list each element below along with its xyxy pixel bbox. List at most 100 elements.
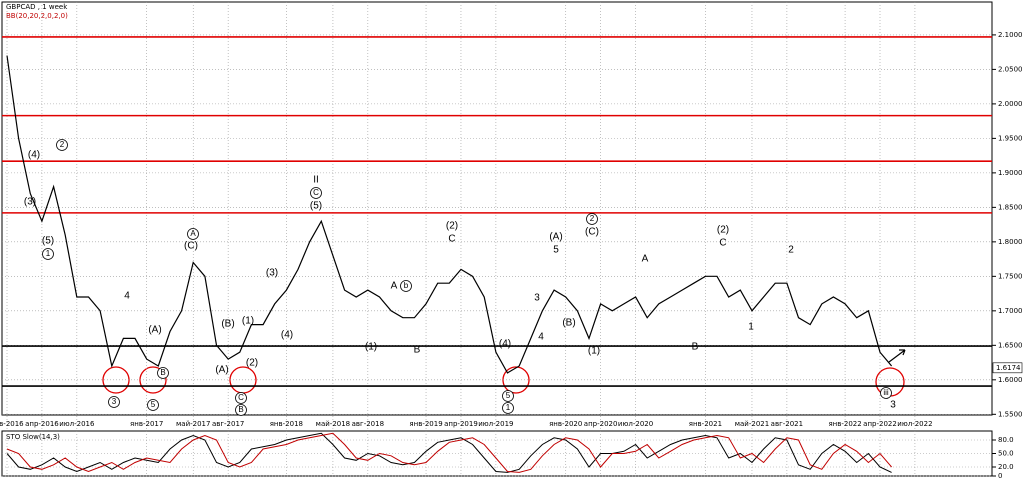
wave-label: 5: [151, 400, 156, 409]
wave-label-circle: [400, 280, 412, 292]
wave-label: 2: [590, 214, 595, 223]
wave-label: 5: [506, 391, 511, 400]
x-tick-label: май-2017: [176, 420, 210, 428]
wave-label: C: [238, 393, 244, 402]
wave-label-circle: [880, 387, 892, 399]
wave-label: C: [448, 234, 455, 245]
wave-label: 4: [124, 291, 130, 302]
y-tick-label: 1.5500: [998, 410, 1023, 418]
x-tick-label: июл-2020: [618, 420, 653, 428]
x-tick-label: авг-2017: [212, 420, 244, 428]
wave-label-circle: [502, 402, 514, 414]
y-tick-label: 1.6000: [998, 376, 1023, 384]
wave-label: iii: [883, 388, 889, 397]
wave-label: (A): [549, 232, 562, 243]
wave-label: (1): [242, 316, 254, 327]
wave-label: B: [692, 342, 699, 353]
wave-label: (3): [266, 268, 278, 279]
wave-label: B: [238, 405, 243, 414]
wave-label: A: [190, 229, 196, 238]
y-tick-label: 20.0: [998, 463, 1014, 471]
y-tick-label: 1.9500: [998, 134, 1023, 142]
x-tick-label: апр-2019: [444, 420, 478, 428]
wave-label: (3): [24, 197, 36, 208]
wave-label: (4): [281, 330, 293, 341]
wave-label: 2: [788, 245, 794, 256]
wave-label: A: [642, 254, 649, 265]
last-price-label: 1.6174: [996, 364, 1021, 372]
x-tick-label: май-2018: [316, 420, 350, 428]
y-tick-label: 1.6500: [998, 341, 1023, 349]
forecast-arrow: [888, 349, 906, 363]
price-line: [6, 55, 893, 374]
wave-label: (4): [28, 150, 40, 161]
x-tick-label: янв-2022: [828, 420, 861, 428]
wave-label-circle: [56, 139, 68, 151]
x-tick-label: апр-2016: [25, 420, 59, 428]
wave-label: (5): [42, 236, 54, 247]
wave-label-circle: [157, 367, 169, 379]
wave-label: A: [391, 281, 398, 292]
wave-label: 1: [46, 249, 51, 258]
wave-label: (2): [446, 221, 458, 232]
y-tick-label: 1.8500: [998, 203, 1023, 211]
y-tick-label: 50.0: [998, 450, 1014, 458]
wave-label: (1): [365, 342, 377, 353]
x-tick-label: май-2021: [735, 420, 769, 428]
y-tick-label: 2.0500: [998, 65, 1023, 73]
wave-label: b: [404, 281, 409, 290]
wave-label-circle: [586, 213, 598, 225]
oscillator-title: STO Slow(14,3): [6, 433, 60, 441]
x-tick-label: июл-2019: [478, 420, 513, 428]
y-tick-label: 1.9000: [998, 169, 1023, 177]
wave-label: 1: [748, 322, 754, 333]
x-tick-label: авг-2018: [352, 420, 384, 428]
y-tick-label: 1.8000: [998, 238, 1023, 246]
wave-label-circle: [502, 390, 514, 402]
x-tick-label: янв-2018: [270, 420, 303, 428]
wave-label-circle: [42, 248, 54, 260]
wave-label: (1): [588, 346, 600, 357]
chart-title: GBPCAD , 1 week: [6, 3, 68, 11]
wave-label: (2): [717, 225, 729, 236]
wave-label: B: [414, 345, 421, 356]
wave-label: 3: [534, 293, 540, 304]
y-tick-label: 0: [998, 472, 1002, 479]
wave-label-circle: [310, 187, 322, 199]
wave-label: (C): [184, 241, 198, 252]
x-tick-label: янв-2016: [0, 420, 24, 428]
x-tick-label: янв-2021: [689, 420, 722, 428]
wave-label: 3: [890, 400, 896, 411]
y-tick-label: 2.1000: [998, 31, 1023, 39]
wave-label: 4: [538, 332, 544, 343]
x-tick-label: июл-2016: [59, 420, 95, 428]
x-tick-label: апр-2020: [584, 420, 618, 428]
wave-label-circle: [108, 396, 120, 408]
y-tick-label: 1.7500: [998, 272, 1023, 280]
wave-label: C: [313, 188, 319, 197]
wave-label: 1: [506, 403, 511, 412]
x-tick-label: июл-2022: [897, 420, 932, 428]
y-tick-label: 80.0: [998, 436, 1014, 444]
x-tick-label: янв-2020: [549, 420, 582, 428]
wave-label: (C): [585, 227, 599, 238]
wave-label: (B): [562, 318, 575, 329]
price-panel: [1, 1, 993, 416]
wave-label: B: [160, 368, 165, 377]
wave-label: (4): [499, 339, 511, 350]
oscillator-line: [6, 432, 892, 473]
wave-label-circle: [235, 392, 247, 404]
last-price-box: [992, 362, 1023, 374]
y-tick-label: 1.7000: [998, 307, 1023, 315]
wave-label: (2): [246, 358, 258, 369]
wave-label: 5: [553, 245, 559, 256]
wave-label: 2: [60, 140, 65, 149]
wave-label: C: [719, 238, 726, 249]
wave-label-circle: [187, 228, 199, 240]
wave-label: (B): [221, 319, 234, 330]
wave-label: 3: [112, 397, 117, 406]
x-tick-label: янв-2017: [130, 420, 163, 428]
wave-label: (A): [148, 325, 161, 336]
x-tick-label: янв-2019: [409, 420, 442, 428]
